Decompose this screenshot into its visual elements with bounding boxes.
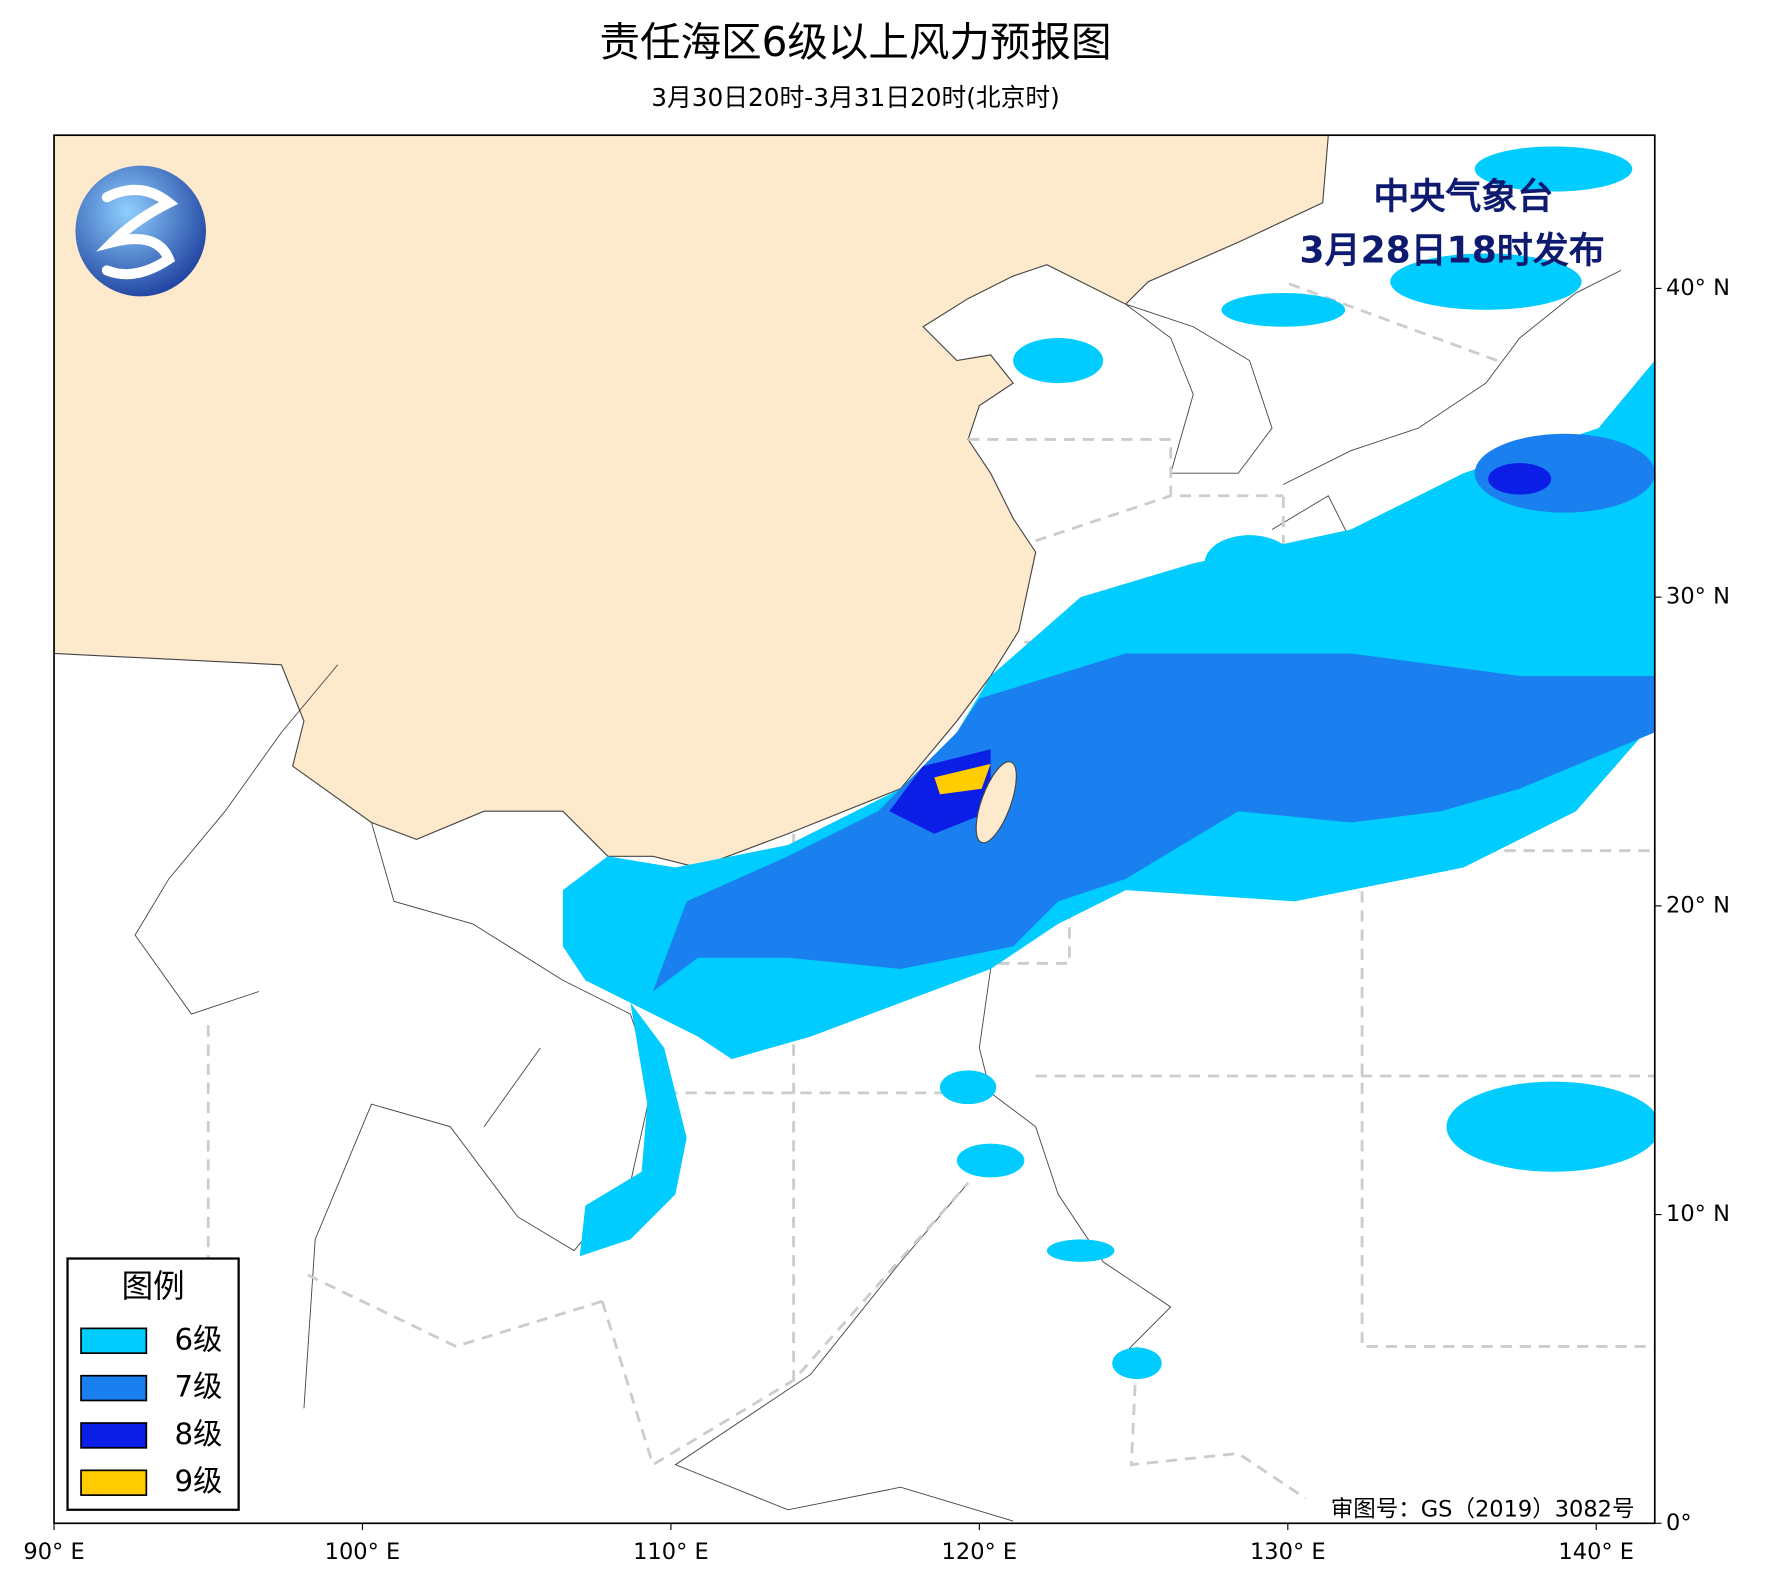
x-tick-label: 120° E <box>942 1539 1018 1565</box>
wind-level-8 <box>1488 463 1552 495</box>
wind-level-6 <box>1046 1239 1115 1262</box>
x-tick-label: 100° E <box>325 1539 401 1565</box>
issuer-name: 中央气象台 <box>1373 176 1553 217</box>
legend-swatch <box>80 1374 148 1402</box>
x-tick-label: 90° E <box>23 1539 84 1565</box>
wind-level-6 <box>1390 253 1582 310</box>
wind-level-6 <box>1446 1081 1655 1172</box>
issue-time: 3月28日18时发布 <box>1300 230 1605 271</box>
wind-level-7 <box>652 653 1655 992</box>
wind-level-9 <box>934 763 991 795</box>
china-land <box>54 135 1329 869</box>
legend-swatch <box>80 1327 148 1355</box>
wind-level-6 <box>939 1070 997 1105</box>
wind-level-6 <box>1013 338 1104 384</box>
y-tick-label: 20° N <box>1666 892 1730 918</box>
y-tick-label: 0° <box>1666 1510 1692 1536</box>
x-tick-label: 110° E <box>633 1539 709 1565</box>
map-frame <box>53 134 1656 1525</box>
legend: 图例 6级 7级 8级 9级 <box>66 1257 240 1511</box>
wind-level-6 <box>1112 1347 1162 1380</box>
legend-label: 7级 <box>174 1370 222 1404</box>
approval-number: 审图号：GS（2019）3082号 <box>1331 1496 1635 1522</box>
wind-level-6 <box>1204 535 1295 592</box>
legend-label: 6级 <box>174 1322 222 1356</box>
x-tick-label: 130° E <box>1250 1539 1326 1565</box>
axes: 90° E 100° E 110° E 120° E 130° E 140° E 0° 10°… <box>23 275 1730 1565</box>
legend-title: 图例 <box>122 1269 185 1305</box>
wind-level-6 <box>956 1143 1025 1178</box>
title: 责任海区6级以上风力预报图 <box>600 18 1112 66</box>
wind-level-6 <box>1474 146 1633 192</box>
y-tick-label: 10° N <box>1666 1201 1730 1227</box>
legend-swatch <box>80 1469 148 1496</box>
wind-zones <box>562 146 1655 1380</box>
legend-swatch <box>80 1422 148 1449</box>
wind-level-6 <box>1221 292 1346 327</box>
logo <box>75 165 207 297</box>
legend-label: 9级 <box>174 1464 222 1498</box>
map <box>54 135 1655 1524</box>
x-tick-label: 140° E <box>1558 1539 1634 1565</box>
legend-label: 8级 <box>174 1417 222 1451</box>
y-tick-label: 30° N <box>1666 584 1730 610</box>
y-tick-label: 40° N <box>1666 275 1730 301</box>
subtitle: 3月30日20时-3月31日20时(北京时) <box>651 83 1060 112</box>
